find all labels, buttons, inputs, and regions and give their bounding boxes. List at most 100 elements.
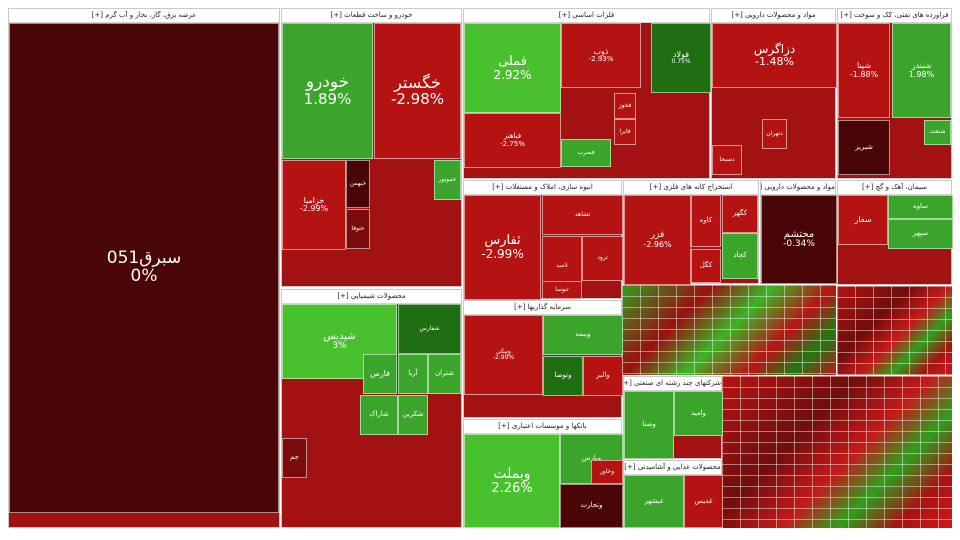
- sector-header[interactable]: خودرو و ساخت قطعات [+]: [282, 9, 461, 23]
- stock-tile[interactable]: وصنا: [624, 391, 674, 459]
- stock-tile[interactable]: والبر: [583, 356, 623, 396]
- stock-symbol: شتران: [435, 369, 454, 378]
- stock-tile[interactable]: خزامیا -2.99%: [282, 160, 346, 250]
- stock-tile[interactable]: فسرب: [561, 139, 611, 167]
- small-stocks-mosaic: [722, 376, 952, 528]
- stock-symbol: فزر: [650, 230, 665, 241]
- sector-panel[interactable]: فلزات اساسی [+] فملی 2.92% فولاد 0.75% ذوب -2.…: [463, 8, 711, 179]
- stock-tile[interactable]: ثنوسا: [542, 281, 582, 299]
- stock-tile[interactable]: ذوب -2.93%: [561, 23, 641, 88]
- sector-panel[interactable]: مواد و محصولات دارویی [+] دزاگرس -1.48% دته…: [711, 8, 837, 179]
- stock-tile[interactable]: کاوه: [691, 195, 721, 247]
- stock-tile[interactable]: سبرق051 0%: [9, 23, 279, 513]
- sector-header[interactable]: استخراج کانه های فلزی [+]: [624, 181, 758, 195]
- stock-tile[interactable]: شکربن: [398, 395, 428, 435]
- stock-tile[interactable]: فخوز: [614, 93, 636, 119]
- stock-tile[interactable]: آریا: [398, 354, 428, 394]
- stock-tile[interactable]: وتوصا: [543, 356, 583, 396]
- sector-panel[interactable]: خودرو و ساخت قطعات [+] خودرو 1.89% خگستر -2.…: [281, 8, 462, 287]
- stock-tile[interactable]: کچاد: [722, 233, 758, 279]
- stock-tile[interactable]: دتهران: [762, 119, 787, 149]
- sector-header[interactable]: مواد و محصولات دارویی [+]: [712, 9, 835, 23]
- stock-tile[interactable]: فباهنر -2.75%: [464, 113, 561, 168]
- stock-tile[interactable]: وامید: [674, 391, 723, 436]
- stock-tile[interactable]: ثفارس -2.99%: [464, 195, 541, 300]
- stock-tile[interactable]: ثشاهد: [542, 195, 623, 235]
- stock-tile[interactable]: ونیکی -2.99%: [464, 315, 543, 395]
- stock-tile[interactable]: خگستر -2.98%: [374, 23, 461, 159]
- sector-header[interactable]: انبوه سازی، املاک و مستغلات [+]: [464, 181, 621, 195]
- stock-tile[interactable]: شاراک: [360, 395, 398, 435]
- sector-header[interactable]: سیمان، آهک و گچ [+]: [838, 181, 951, 195]
- stock-tile[interactable]: وخاور: [591, 460, 623, 484]
- stock-tile[interactable]: شنفت: [924, 120, 951, 145]
- stock-change: -2.98%: [390, 89, 445, 108]
- stock-tile[interactable]: فایرا: [614, 119, 636, 145]
- stock-tile[interactable]: ساوه: [888, 195, 953, 219]
- stock-tile[interactable]: فارس: [363, 354, 397, 394]
- stock-tile[interactable]: شبندر 1.98%: [892, 23, 951, 118]
- sector-header[interactable]: محصولات شیمیایی [+]: [282, 290, 461, 304]
- stock-tile[interactable]: وبملت 2.26%: [464, 434, 560, 528]
- stock-tile[interactable]: خودرو 1.89%: [282, 23, 373, 159]
- sector-panel[interactable]: محصولات غذایی و آشامیدنی [+] غبشهر غدیس: [623, 460, 723, 528]
- stock-change: -2.99%: [481, 247, 524, 262]
- sector-header[interactable]: مواد و محصولات دارویی [+]: [761, 181, 835, 195]
- sector-header[interactable]: محصولات غذایی و آشامیدنی [+]: [624, 461, 721, 475]
- stock-tile[interactable]: کگل: [691, 249, 721, 283]
- stock-tile[interactable]: وتجارت: [560, 484, 623, 528]
- stock-tile[interactable]: شبریز: [838, 120, 890, 175]
- sector-panel[interactable]: شرکتهای چند رشته ای صنعتی [+] وصنا وامید: [623, 376, 723, 459]
- stock-tile[interactable]: دسبحا: [712, 145, 742, 175]
- sector-panel[interactable]: محصولات شیمیایی [+] شیدیس 3% شفارس فارس شکربن…: [281, 289, 462, 528]
- stock-symbol: فارس: [370, 368, 390, 378]
- sector-panel[interactable]: عرضه برق، گاز، بخار و آب گرم [+] سبرق051 0…: [8, 8, 280, 528]
- stock-symbol: کگل: [699, 261, 713, 270]
- sector-panel[interactable]: سیمان، آهک و گچ [+] سفار ساوه سپهر: [837, 180, 953, 285]
- sector-panel[interactable]: فراورده های نفتی، کک و سوخت [+] شپنا -1.88…: [837, 8, 952, 179]
- stock-tile[interactable]: خموتور: [434, 160, 461, 200]
- stock-tile[interactable]: شتران: [428, 354, 461, 394]
- stock-tile[interactable]: ختوقا: [346, 209, 370, 249]
- stock-change: 0%: [130, 266, 158, 286]
- sector-header[interactable]: عرضه برق، گاز، بخار و آب گرم [+]: [9, 9, 279, 23]
- stock-symbol: وبملت: [493, 465, 531, 482]
- stock-tile[interactable]: جم: [282, 438, 307, 478]
- stock-change: 1.98%: [908, 69, 935, 79]
- stock-tile[interactable]: خبهمن: [346, 160, 370, 208]
- sector-panel[interactable]: سرمایه گذاریها [+] ونیکی -2.99% وبیمه وتوصا و…: [463, 300, 623, 418]
- sector-header[interactable]: فراورده های نفتی، کک و سوخت [+]: [838, 9, 951, 23]
- stock-tile[interactable]: فولاد 0.75%: [651, 23, 711, 93]
- stock-symbol: آریا: [408, 369, 418, 378]
- stock-tile[interactable]: ثرود: [582, 236, 623, 281]
- stock-change: -2.99%: [299, 204, 329, 213]
- stock-symbol: وتوصا: [554, 371, 572, 380]
- stock-tile[interactable]: دزاگرس -1.48%: [712, 23, 837, 88]
- stock-symbol: خزامیا: [303, 195, 325, 205]
- sector-header[interactable]: بانکها و موسسات اعتباری [+]: [464, 420, 621, 434]
- sector-panel[interactable]: بانکها و موسسات اعتباری [+] وبملت 2.26% وپا…: [463, 419, 623, 528]
- stock-tile[interactable]: سپهر: [888, 219, 953, 249]
- sector-panel[interactable]: مواد و محصولات دارویی [+]محتشم-0.34%: [760, 180, 837, 284]
- stock-tile[interactable]: کگهر: [722, 195, 758, 233]
- stock-tile[interactable]: محتشم -0.34%: [761, 195, 837, 284]
- stock-tile[interactable]: وبیمه: [543, 315, 623, 355]
- stock-tile[interactable]: فزر -2.96%: [624, 195, 691, 285]
- stock-symbol: شبریز: [855, 142, 873, 151]
- sector-header[interactable]: سرمایه گذاریها [+]: [464, 301, 621, 315]
- stock-symbol: ساوه: [912, 202, 929, 211]
- stock-change: -2.99%: [492, 354, 515, 361]
- sector-panel[interactable]: استخراج کانه های فلزی [+] فزر -2.96% کگل کاو…: [623, 180, 759, 285]
- stock-symbol: دسبحا: [719, 155, 735, 163]
- sector-panel[interactable]: انبوه سازی، املاک و مستغلات [+] ثفارس -2.9…: [463, 180, 623, 300]
- stock-tile[interactable]: فملی 2.92%: [464, 23, 561, 113]
- stock-tile[interactable]: غدیس: [684, 475, 723, 528]
- stock-tile[interactable]: شپنا -1.88%: [838, 23, 890, 118]
- stock-tile[interactable]: سفار: [838, 195, 888, 245]
- sector-header[interactable]: شرکتهای چند رشته ای صنعتی [+]: [624, 377, 721, 391]
- stock-tile[interactable]: شفارس: [398, 304, 461, 354]
- small-stocks-mosaic: [622, 285, 836, 375]
- stock-tile[interactable]: غبشهر: [624, 475, 684, 528]
- sector-header[interactable]: فلزات اساسی [+]: [464, 9, 709, 23]
- stock-symbol: ثامید: [556, 261, 568, 269]
